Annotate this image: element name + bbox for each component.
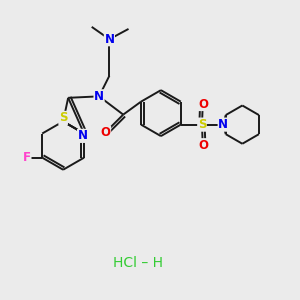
Text: O: O xyxy=(198,139,208,152)
Text: N: N xyxy=(218,118,228,131)
Text: O: O xyxy=(100,126,111,140)
Text: N: N xyxy=(94,90,104,103)
Text: O: O xyxy=(198,98,208,110)
Text: S: S xyxy=(198,118,206,131)
Text: N: N xyxy=(78,129,88,142)
Text: N: N xyxy=(104,33,114,46)
Text: F: F xyxy=(23,151,31,164)
Text: S: S xyxy=(59,111,68,124)
Text: HCl – H: HCl – H xyxy=(113,256,163,270)
